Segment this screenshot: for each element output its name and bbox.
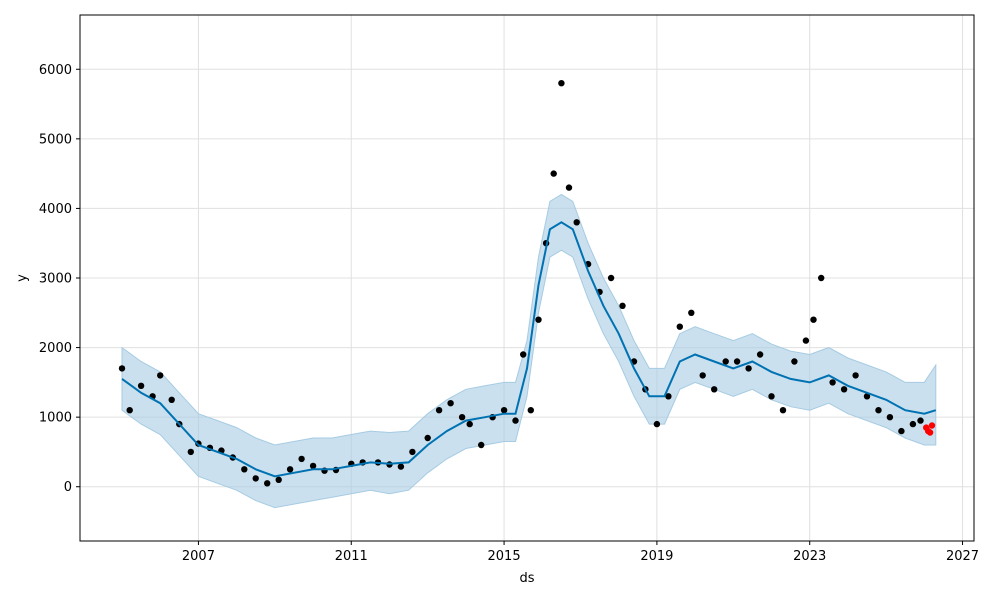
observed-point: [852, 372, 859, 379]
observed-point: [241, 466, 248, 473]
observed-point: [275, 476, 282, 483]
observed-point: [286, 466, 294, 473]
observed-point: [478, 441, 485, 449]
observed-point: [500, 407, 508, 414]
observed-point: [607, 274, 615, 282]
x-tick-label: 2019: [640, 549, 673, 564]
observed-points-layer: [118, 80, 924, 487]
actual-future-point: [926, 429, 934, 436]
observed-point: [168, 396, 175, 403]
forecast-line: [121, 221, 937, 478]
observed-point: [187, 448, 194, 456]
observed-point: [810, 316, 817, 323]
observed-point: [898, 427, 905, 435]
observed-point: [756, 351, 764, 358]
x-tick-label: 2015: [488, 549, 521, 564]
y-tick-label: 5000: [39, 132, 72, 147]
observed-point: [653, 420, 661, 428]
observed-point: [791, 358, 798, 365]
observed-point: [527, 407, 534, 414]
observed-point: [779, 407, 787, 414]
observed-point: [722, 358, 729, 365]
y-tick-label: 0: [64, 480, 72, 495]
observed-point: [126, 407, 133, 414]
observed-point: [802, 337, 810, 344]
forecast-line-layer: [121, 221, 937, 478]
observed-point: [573, 219, 580, 226]
x-tick-label: 2011: [335, 549, 368, 564]
observed-point: [886, 414, 894, 421]
observed-point: [665, 393, 672, 400]
observed-point: [558, 80, 565, 87]
observed-point: [863, 393, 871, 400]
observed-point: [909, 420, 917, 428]
actual-future-points-layer: [923, 422, 936, 436]
observed-point: [818, 274, 825, 282]
y-tick-label: 4000: [39, 202, 72, 217]
y-tick-label: 2000: [39, 341, 72, 356]
observed-point: [466, 420, 473, 428]
observed-point: [676, 323, 683, 330]
observed-point: [565, 184, 573, 191]
observed-point: [550, 170, 557, 177]
observed-point: [157, 372, 164, 379]
observed-point: [711, 386, 718, 393]
observed-point: [397, 463, 405, 470]
observed-point: [768, 393, 775, 400]
x-axis-label: ds: [519, 571, 534, 586]
actual-future-point: [928, 422, 936, 429]
observed-point: [252, 475, 259, 482]
observed-point: [447, 400, 454, 407]
observed-point: [264, 480, 271, 487]
observed-point: [699, 372, 706, 379]
observed-point: [745, 365, 752, 372]
y-tick-label: 1000: [39, 411, 72, 426]
x-tick-label: 2023: [793, 549, 826, 564]
x-axis-ticks: 2007 2011 2015 2019 2023 2027: [182, 541, 979, 564]
observed-point: [733, 358, 741, 365]
y-axis-ticks: 0 1000 2000 3000 4000 5000 6000: [39, 63, 80, 495]
observed-point: [917, 417, 924, 424]
x-tick-label: 2027: [946, 549, 979, 564]
y-tick-label: 6000: [39, 63, 72, 78]
observed-point: [840, 386, 848, 393]
observed-point: [458, 414, 466, 421]
y-axis-label: y: [15, 274, 30, 282]
x-tick-label: 2007: [182, 549, 215, 564]
observed-point: [829, 379, 836, 386]
observed-point: [137, 382, 145, 389]
observed-point: [688, 309, 695, 316]
observed-point: [512, 417, 519, 424]
observed-point: [619, 302, 626, 309]
observed-point: [118, 365, 126, 372]
observed-point: [298, 455, 305, 463]
observed-point: [875, 407, 882, 414]
observed-point: [520, 351, 527, 358]
observed-point: [435, 407, 443, 414]
observed-point: [535, 316, 542, 323]
observed-point: [309, 462, 317, 470]
y-tick-label: 3000: [39, 272, 72, 287]
observed-point: [409, 448, 416, 456]
observed-point: [424, 434, 431, 442]
